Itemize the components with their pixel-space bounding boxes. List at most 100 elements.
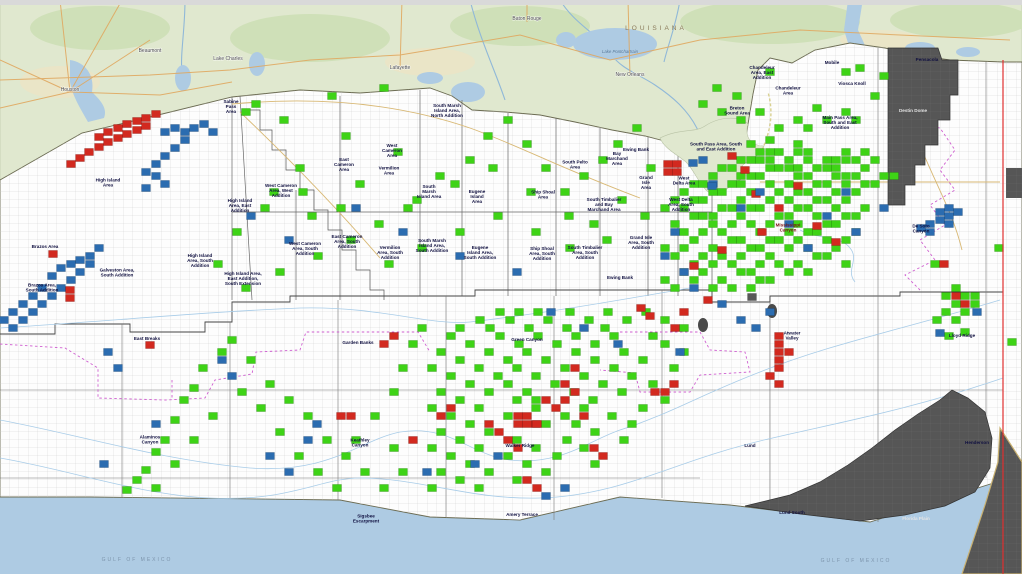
lease-block-green[interactable] bbox=[660, 316, 670, 324]
lease-block-green[interactable] bbox=[698, 268, 708, 276]
lease-block-green[interactable] bbox=[590, 356, 600, 364]
lease-block-red[interactable] bbox=[379, 340, 389, 348]
lease-block-green[interactable] bbox=[446, 372, 456, 380]
lease-block-green[interactable] bbox=[841, 148, 851, 156]
lease-block-green[interactable] bbox=[698, 228, 708, 236]
lease-block-blue[interactable] bbox=[180, 128, 190, 136]
lease-block-green[interactable] bbox=[393, 148, 403, 156]
lease-block-green[interactable] bbox=[284, 396, 294, 404]
lease-block-blue[interactable] bbox=[422, 468, 432, 476]
lease-block-blue[interactable] bbox=[8, 308, 18, 316]
lease-block-green[interactable] bbox=[812, 252, 822, 260]
lease-block-green[interactable] bbox=[831, 204, 841, 212]
lease-block-green[interactable] bbox=[746, 284, 756, 292]
lease-block-green[interactable] bbox=[951, 316, 961, 324]
lease-block-blue[interactable] bbox=[351, 204, 361, 212]
lease-block-green[interactable] bbox=[712, 84, 722, 92]
lease-block-green[interactable] bbox=[784, 244, 794, 252]
lease-block-green[interactable] bbox=[727, 220, 737, 228]
lease-block-green[interactable] bbox=[505, 316, 515, 324]
lease-block-blue[interactable] bbox=[94, 244, 104, 252]
lease-block-green[interactable] bbox=[708, 220, 718, 228]
lease-block-red[interactable] bbox=[336, 412, 346, 420]
lease-block-green[interactable] bbox=[313, 468, 323, 476]
lease-block-blue[interactable] bbox=[66, 260, 76, 268]
lease-block-green[interactable] bbox=[774, 164, 784, 172]
lease-block-green[interactable] bbox=[189, 436, 199, 444]
lease-block-green[interactable] bbox=[552, 452, 562, 460]
lease-block-green[interactable] bbox=[736, 156, 746, 164]
lease-block-green[interactable] bbox=[689, 212, 699, 220]
lease-block-green[interactable] bbox=[879, 72, 889, 80]
lease-block-red[interactable] bbox=[103, 128, 113, 136]
lease-block-red[interactable] bbox=[579, 412, 589, 420]
lease-block-green[interactable] bbox=[784, 196, 794, 204]
lease-block-green[interactable] bbox=[590, 340, 600, 348]
lease-block-green[interactable] bbox=[793, 204, 803, 212]
lease-block-green[interactable] bbox=[736, 212, 746, 220]
lease-block-green[interactable] bbox=[600, 324, 610, 332]
lease-block-green[interactable] bbox=[841, 260, 851, 268]
lease-block-green[interactable] bbox=[708, 212, 718, 220]
lease-block-blue[interactable] bbox=[85, 260, 95, 268]
lease-block-blue[interactable] bbox=[851, 228, 861, 236]
lease-block-blue[interactable] bbox=[765, 308, 775, 316]
lease-block-green[interactable] bbox=[151, 484, 161, 492]
lease-block-green[interactable] bbox=[389, 444, 399, 452]
lease-block-blue[interactable] bbox=[8, 324, 18, 332]
lease-block-green[interactable] bbox=[970, 292, 980, 300]
lease-block-green[interactable] bbox=[755, 260, 765, 268]
lease-block-red[interactable] bbox=[717, 246, 727, 254]
lease-block-green[interactable] bbox=[298, 188, 308, 196]
lease-block-green[interactable] bbox=[793, 140, 803, 148]
lease-block-green[interactable] bbox=[793, 148, 803, 156]
lease-block-green[interactable] bbox=[370, 412, 380, 420]
lease-block-blue[interactable] bbox=[707, 182, 717, 190]
lease-block-green[interactable] bbox=[565, 308, 575, 316]
lease-block-green[interactable] bbox=[841, 236, 851, 244]
lease-block-green[interactable] bbox=[803, 156, 813, 164]
lease-block-green[interactable] bbox=[803, 124, 813, 132]
lease-block-green[interactable] bbox=[503, 356, 513, 364]
lease-block-green[interactable] bbox=[607, 412, 617, 420]
lease-block-green[interactable] bbox=[774, 124, 784, 132]
lease-block-green[interactable] bbox=[717, 188, 727, 196]
lease-block-green[interactable] bbox=[303, 412, 313, 420]
lease-block-green[interactable] bbox=[765, 276, 775, 284]
lease-block-green[interactable] bbox=[746, 156, 756, 164]
lease-block-green[interactable] bbox=[784, 268, 794, 276]
lease-block-green[interactable] bbox=[483, 132, 493, 140]
lease-block-green[interactable] bbox=[275, 268, 285, 276]
lease-block-blue[interactable] bbox=[56, 284, 66, 292]
lease-block-blue[interactable] bbox=[675, 348, 685, 356]
lease-block-red[interactable] bbox=[75, 154, 85, 162]
lease-block-green[interactable] bbox=[427, 444, 437, 452]
lease-block-green[interactable] bbox=[632, 124, 642, 132]
lease-block-green[interactable] bbox=[198, 364, 208, 372]
lease-block-green[interactable] bbox=[526, 188, 536, 196]
lease-block-green[interactable] bbox=[932, 316, 942, 324]
lease-block-green[interactable] bbox=[851, 156, 861, 164]
lease-block-green[interactable] bbox=[755, 156, 765, 164]
lease-block-blue[interactable] bbox=[37, 300, 47, 308]
lease-block-green[interactable] bbox=[160, 436, 170, 444]
lease-block-green[interactable] bbox=[269, 188, 279, 196]
lease-block-green[interactable] bbox=[727, 164, 737, 172]
lease-block-green[interactable] bbox=[475, 316, 485, 324]
lease-block-red[interactable] bbox=[66, 160, 76, 168]
lease-block-green[interactable] bbox=[435, 172, 445, 180]
lease-block-green[interactable] bbox=[755, 148, 765, 156]
lease-block-red[interactable] bbox=[522, 412, 532, 420]
lease-block-green[interactable] bbox=[679, 204, 689, 212]
lease-block-green[interactable] bbox=[450, 180, 460, 188]
lease-block-green[interactable] bbox=[503, 380, 513, 388]
lease-block-green[interactable] bbox=[522, 388, 532, 396]
lease-block-blue[interactable] bbox=[512, 268, 522, 276]
lease-block-green[interactable] bbox=[1007, 338, 1017, 346]
lease-block-blue[interactable] bbox=[265, 452, 275, 460]
lease-block-green[interactable] bbox=[295, 164, 305, 172]
lease-block-green[interactable] bbox=[465, 340, 475, 348]
lease-block-green[interactable] bbox=[151, 448, 161, 456]
lease-block-green[interactable] bbox=[870, 92, 880, 100]
